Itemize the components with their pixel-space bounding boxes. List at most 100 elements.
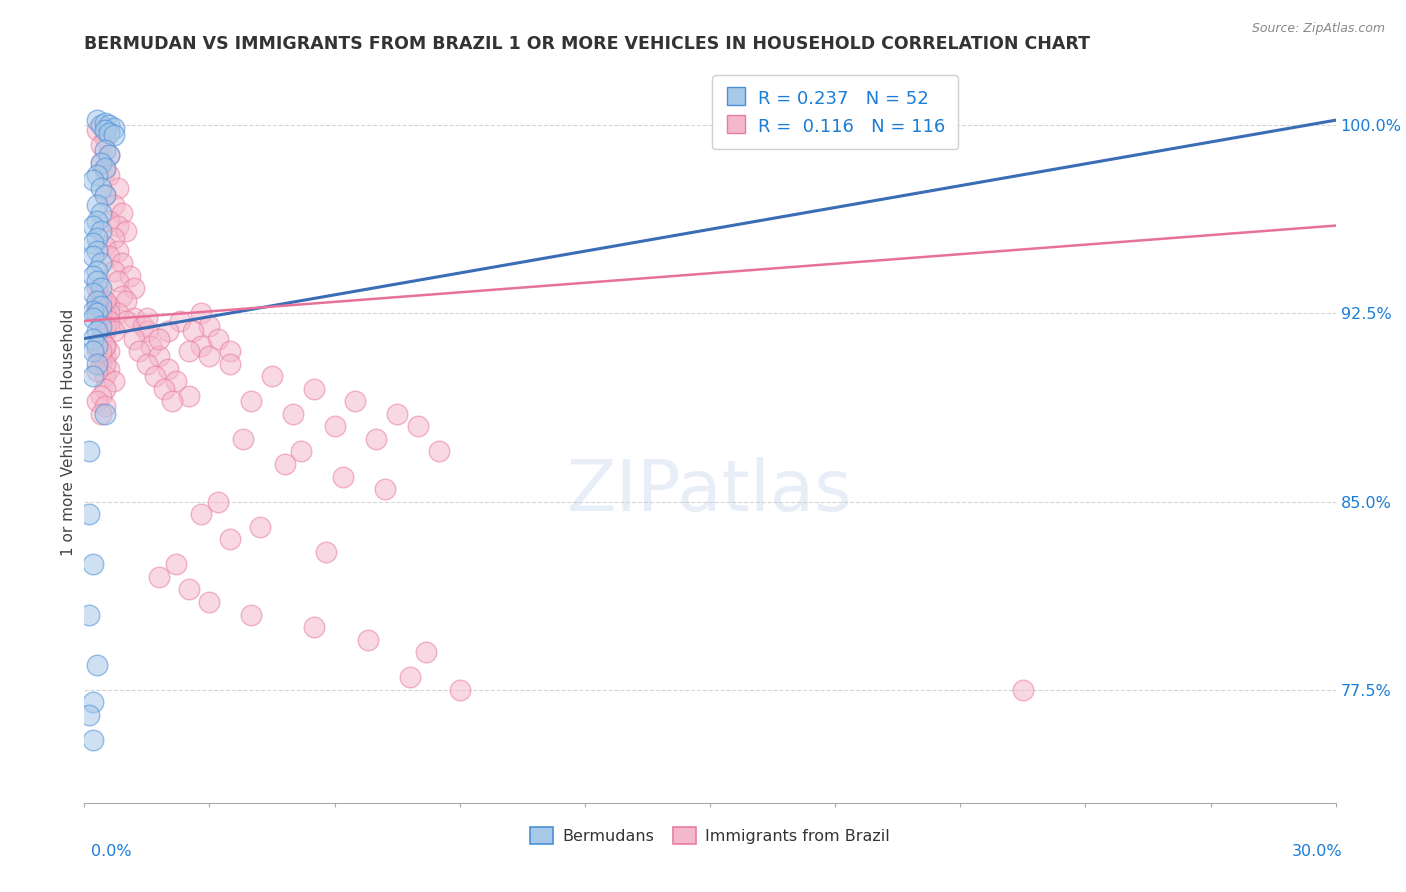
Point [90, 311, 112, 326]
Point [90, 156, 112, 170]
Point [366, 432, 388, 446]
Point [143, 369, 166, 384]
Point [165, 374, 187, 388]
Point [86, 357, 108, 371]
Point [385, 407, 409, 421]
Point [152, 382, 174, 396]
Point [198, 595, 221, 609]
Point [86, 169, 108, 183]
Point [86, 657, 108, 672]
Point [94, 324, 117, 338]
Point [86, 394, 108, 409]
Point [398, 670, 420, 684]
Point [427, 444, 450, 458]
Point [90, 293, 112, 308]
Point [115, 293, 138, 308]
Point [86, 274, 108, 288]
Point [281, 407, 304, 421]
Point [240, 607, 263, 622]
Point [94, 357, 117, 371]
Point [90, 138, 112, 153]
Y-axis label: 1 or more Vehicles in Household: 1 or more Vehicles in Household [60, 309, 76, 557]
Point [136, 324, 159, 338]
Point [90, 289, 112, 303]
Point [219, 357, 242, 371]
Point [86, 213, 108, 227]
Point [86, 123, 108, 137]
Point [177, 389, 200, 403]
Text: 30.0%: 30.0% [1292, 845, 1343, 859]
Point [156, 324, 179, 338]
Point [115, 224, 138, 238]
Point [344, 394, 367, 409]
Point [90, 318, 112, 333]
Point [240, 394, 263, 409]
Point [219, 344, 242, 359]
Point [94, 318, 117, 333]
Point [128, 344, 150, 359]
Point [103, 128, 125, 143]
Point [181, 324, 204, 338]
Point [98, 126, 121, 140]
Point [94, 382, 117, 396]
Point [82, 304, 104, 318]
Point [406, 419, 429, 434]
Point [103, 324, 125, 338]
Point [86, 306, 108, 320]
Point [82, 331, 104, 345]
Point [160, 394, 183, 409]
Point [148, 331, 170, 345]
Point [103, 198, 125, 212]
Point [82, 249, 104, 263]
Point [136, 357, 159, 371]
Point [107, 306, 129, 320]
Point [415, 645, 437, 659]
Point [94, 399, 117, 413]
Point [449, 682, 471, 697]
Point [374, 482, 396, 496]
Legend: Bermudans, Immigrants from Brazil: Bermudans, Immigrants from Brazil [524, 821, 896, 850]
Point [94, 369, 117, 384]
Point [94, 163, 117, 178]
Point [190, 339, 212, 353]
Point [94, 306, 117, 320]
Point [111, 289, 134, 303]
Point [90, 181, 112, 195]
Point [207, 331, 229, 345]
Point [90, 331, 112, 345]
Point [98, 314, 121, 328]
Point [115, 314, 138, 328]
Point [332, 469, 354, 483]
Point [86, 244, 108, 258]
Point [77, 444, 100, 458]
Point [98, 148, 121, 162]
Point [94, 238, 117, 252]
Point [198, 318, 221, 333]
Point [262, 369, 284, 384]
Text: 0.0%: 0.0% [91, 845, 132, 859]
Point [165, 558, 187, 572]
Point [190, 306, 212, 320]
Point [1012, 682, 1035, 697]
Point [86, 231, 108, 245]
Point [98, 318, 121, 333]
Point [156, 361, 179, 376]
Point [90, 256, 112, 270]
Point [94, 188, 117, 202]
Point [86, 198, 108, 212]
Point [124, 331, 146, 345]
Point [98, 169, 121, 183]
Point [90, 349, 112, 363]
Text: BERMUDAN VS IMMIGRANTS FROM BRAZIL 1 OR MORE VEHICLES IN HOUSEHOLD CORRELATION C: BERMUDAN VS IMMIGRANTS FROM BRAZIL 1 OR … [84, 35, 1091, 53]
Point [219, 533, 242, 547]
Point [86, 299, 108, 313]
Point [94, 293, 117, 308]
Point [90, 389, 112, 403]
Point [177, 582, 200, 597]
Point [103, 120, 125, 135]
Point [82, 695, 104, 709]
Point [357, 632, 380, 647]
Point [302, 620, 325, 634]
Point [82, 236, 104, 251]
Point [82, 219, 104, 233]
